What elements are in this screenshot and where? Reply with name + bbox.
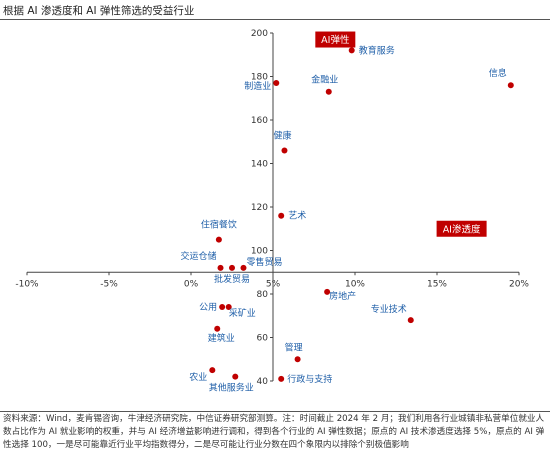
quadrant-label: AI弹性 (321, 34, 350, 46)
data-point-label: 艺术 (288, 210, 306, 222)
data-point (278, 375, 285, 382)
quadrant-labels: AI弹性 AI渗透度 (315, 31, 487, 237)
y-tick-label: 40 (257, 377, 269, 387)
data-point (217, 264, 224, 271)
x-tick-label: 15% (427, 279, 447, 289)
x-tick-label: 0% (184, 279, 199, 289)
data-point (219, 304, 226, 311)
y-tick-label: 80 (257, 290, 269, 300)
data-point-label: 住宿餐饮 (201, 219, 237, 231)
y-tick-label: 180 (251, 73, 268, 83)
data-point (209, 367, 216, 374)
data-point-label: 公用 (199, 302, 217, 313)
data-point (325, 88, 332, 95)
data-point-label: 零售贸易 (246, 256, 282, 268)
data-point-label: 交运仓储 (181, 250, 217, 262)
data-point-label: 专业技术 (371, 303, 407, 315)
data-point-label: 行政与支持 (287, 373, 332, 385)
data-point (215, 236, 222, 243)
data-point (281, 147, 288, 154)
data-point (273, 80, 280, 87)
y-tick-label: 100 (251, 247, 268, 257)
data-point (278, 212, 285, 219)
title-divider (0, 19, 550, 20)
data-point (240, 264, 247, 271)
data-point-label: 教育服务 (359, 44, 395, 56)
data-point-label: 建筑业 (208, 332, 235, 344)
data-point-label: 健康 (273, 129, 291, 141)
data-point-label: 金融业 (311, 74, 338, 86)
data-point-label: 其他服务业 (209, 382, 254, 394)
data-point (294, 356, 301, 363)
chart-axes: -10% -5% 0% 5% 10% 15% 20%40608010012014016018… (15, 29, 529, 387)
source-note: 资料来源：Wind，麦肯锡咨询，牛津经济研究院，中信证券研究部测算。注：时间截止… (3, 414, 545, 450)
y-tick-label: 140 (251, 160, 268, 170)
scatter-chart: -10% -5% 0% 5% 10% 15% 20%40608010012014016018… (15, 29, 529, 394)
data-point-label: 信息 (489, 67, 507, 79)
y-tick-label: 160 (251, 116, 268, 126)
data-point (324, 288, 331, 295)
data-point (225, 304, 232, 311)
chart-title: 根据 AI 渗透度和 AI 弹性筛选的受益行业 (3, 5, 195, 17)
data-point (507, 82, 514, 89)
x-tick-label: 20% (509, 279, 529, 289)
x-tick-label: 10% (345, 279, 365, 289)
data-point-label: 制造业 (244, 80, 271, 92)
data-point-label: 批发贸易 (214, 273, 250, 285)
quadrant-label: AI渗透度 (443, 223, 481, 235)
quadrant-label-box (436, 220, 487, 237)
x-tick-label: -10% (15, 279, 39, 289)
data-point-label: 采矿业 (229, 307, 256, 319)
data-point (407, 317, 414, 324)
y-tick-label: 200 (251, 29, 268, 39)
quadrant-label-box (315, 31, 356, 48)
data-point (348, 47, 355, 54)
y-tick-label: 60 (257, 334, 269, 344)
data-point (214, 325, 221, 332)
x-tick-label: -5% (100, 279, 118, 289)
data-point (232, 373, 239, 380)
data-point-label: 房地产 (329, 290, 356, 302)
note-divider (0, 411, 550, 412)
data-point-label: 管理 (285, 341, 303, 353)
data-point-label: 农业 (189, 371, 207, 383)
data-point (229, 264, 235, 271)
y-tick-label: 120 (251, 203, 268, 213)
